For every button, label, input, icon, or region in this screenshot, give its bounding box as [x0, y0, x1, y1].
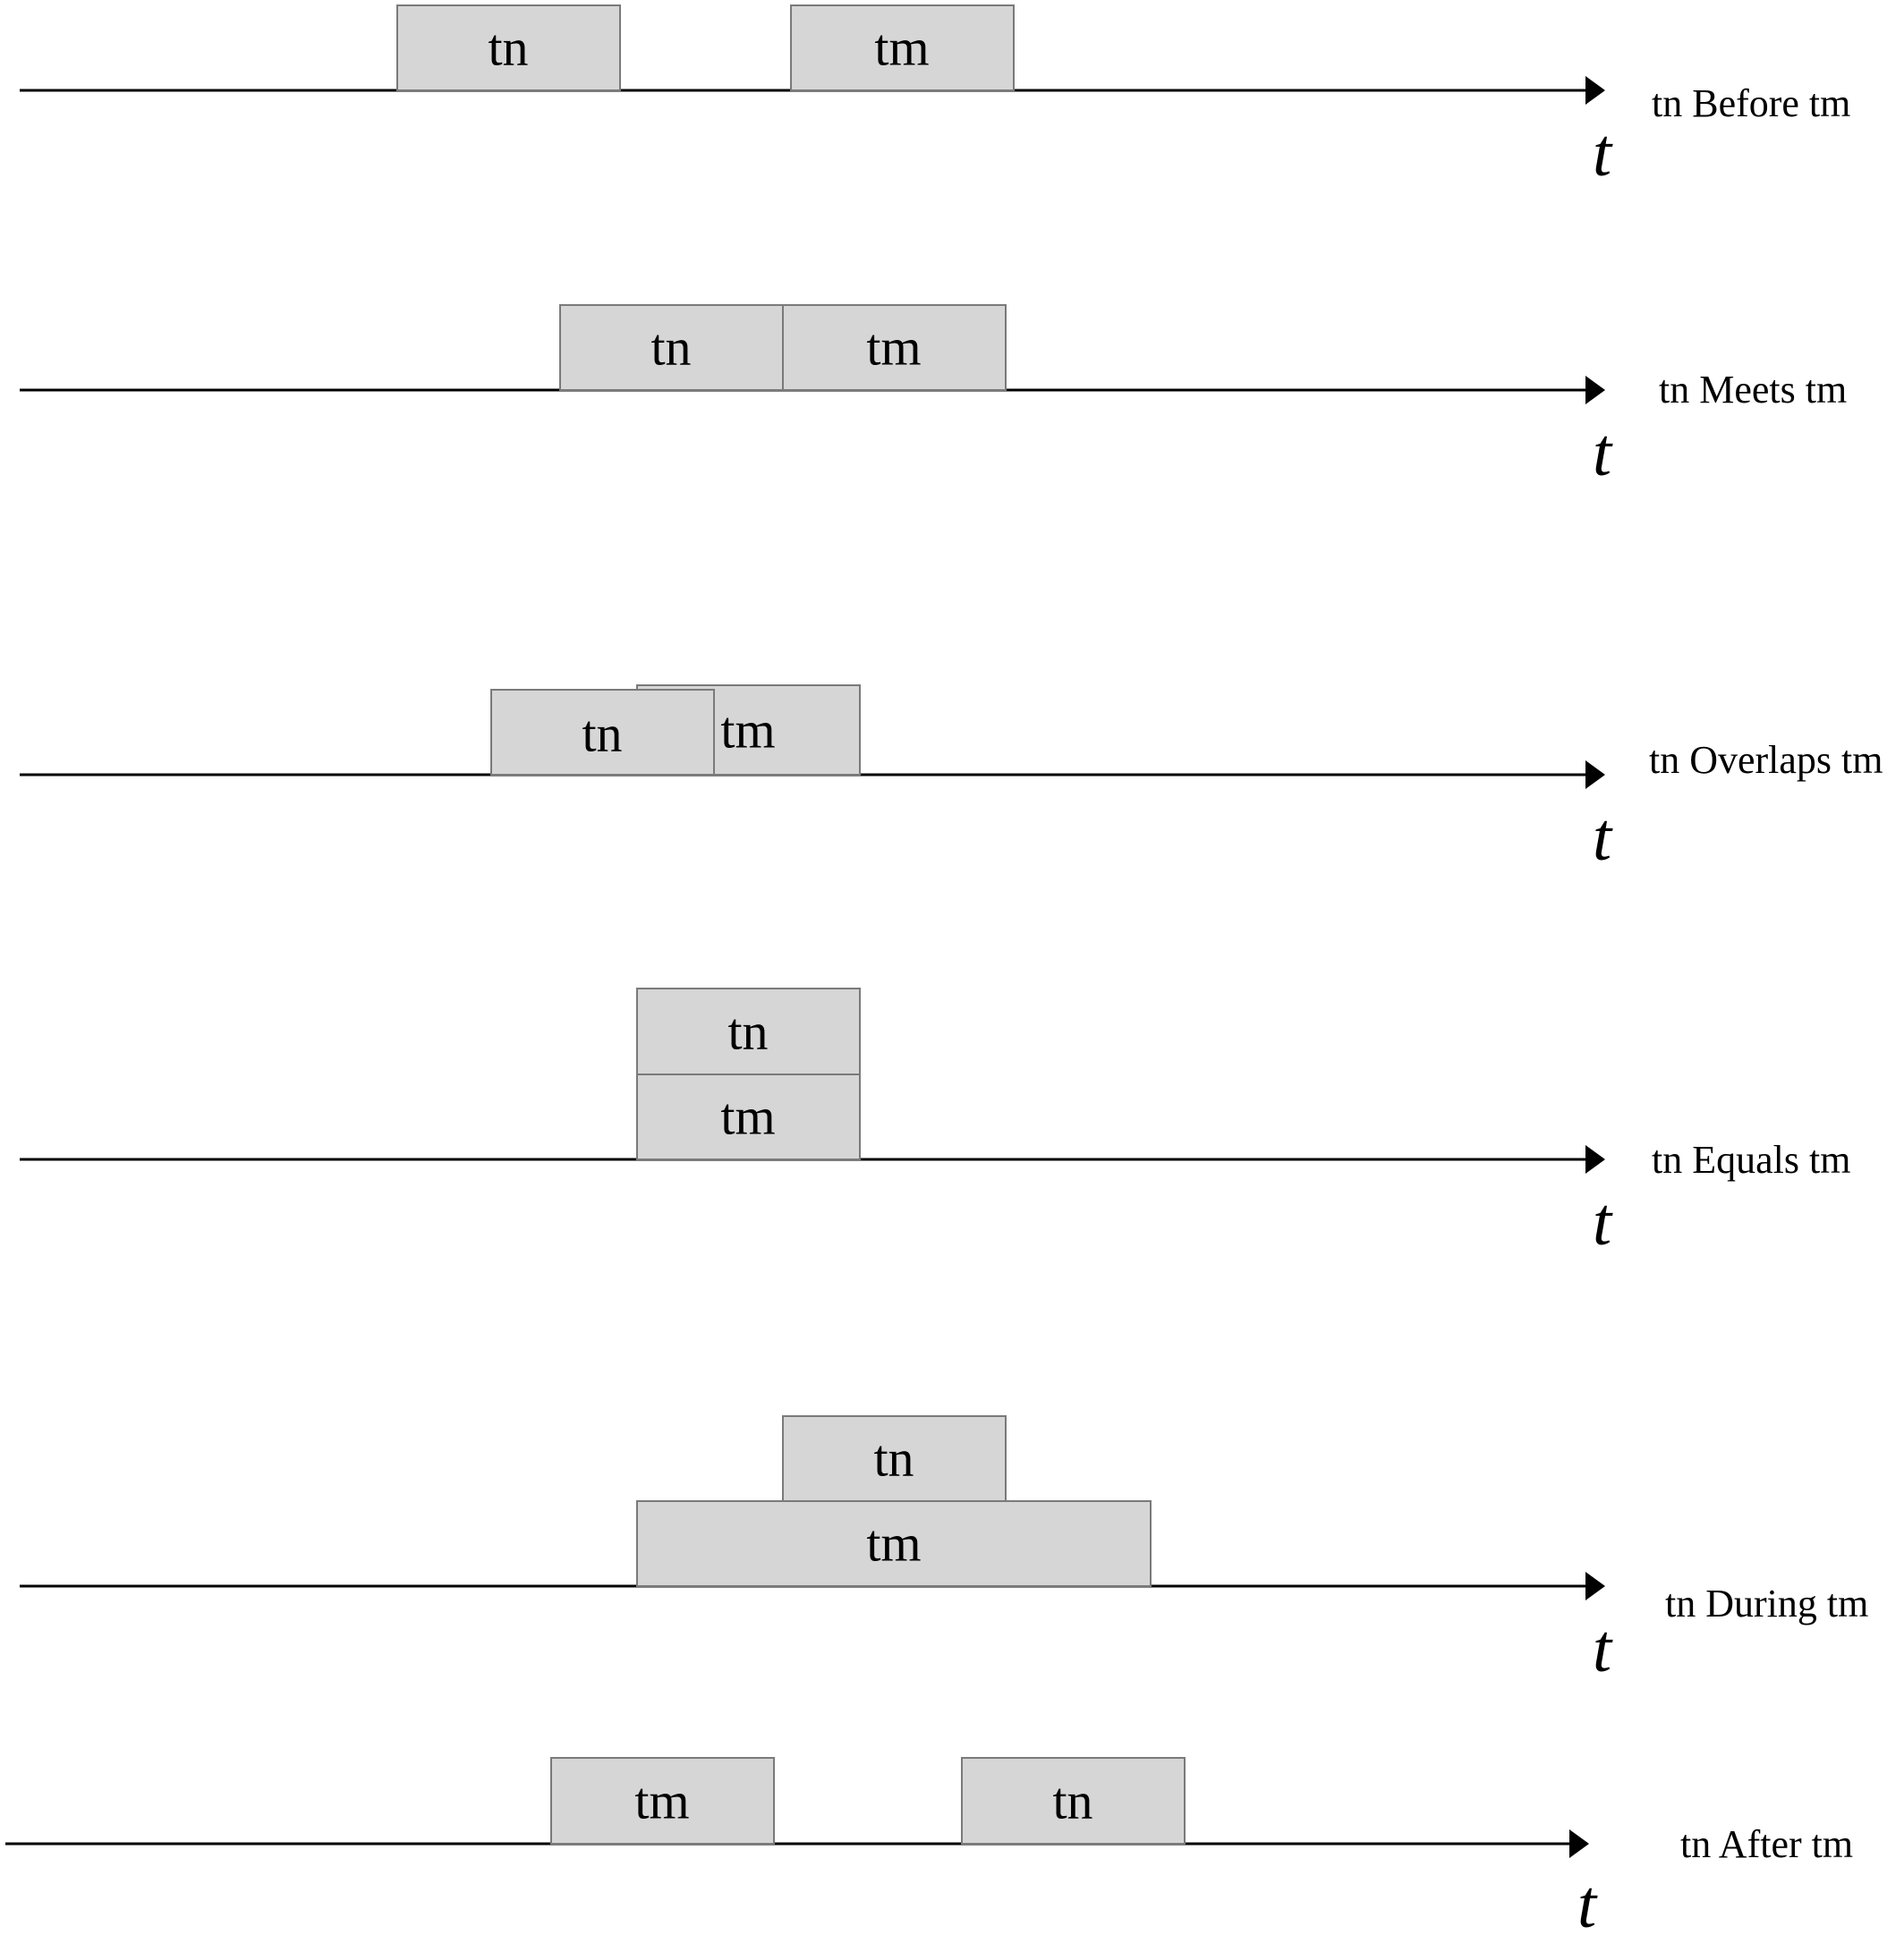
axis-arrowhead: [1585, 76, 1605, 105]
interval-label: tn: [650, 318, 691, 377]
time-axis-label: t: [1593, 115, 1613, 191]
row-during: tn tm t tn During tm: [20, 1415, 1868, 1686]
interval-box-tn: [782, 1415, 1007, 1502]
row-after: tm tn t tn After tm: [5, 1757, 1853, 1935]
relation-label: tn Overlaps tm: [1649, 738, 1883, 782]
relation-label: tn Equals tm: [1652, 1138, 1850, 1182]
interval-label: tn: [1052, 1772, 1092, 1830]
interval-label: tm: [720, 701, 775, 760]
interval-label: tn: [873, 1430, 914, 1488]
axis-arrowhead: [1585, 1145, 1605, 1174]
row-overlaps: tm tn t tn Overlaps tm: [20, 684, 1883, 875]
interval-label: tn: [582, 705, 622, 763]
interval-box-tm: [782, 304, 1007, 391]
interval-box-tn: [396, 4, 621, 91]
interval-box-tn: [559, 304, 784, 391]
row-equals: tn tm t tn Equals tm: [20, 988, 1850, 1260]
interval-label: tm: [720, 1088, 775, 1146]
relation-label: tn Before tm: [1652, 81, 1850, 125]
axis-arrowhead: [1585, 376, 1605, 404]
relation-label: tn After tm: [1680, 1822, 1853, 1866]
interval-box-tn: [490, 689, 715, 776]
time-axis-label: t: [1577, 1867, 1598, 1935]
row-meets: tn tm t tn Meets tm: [20, 304, 1847, 490]
interval-box-tm: [636, 1074, 861, 1160]
interval-label: tn: [488, 19, 528, 77]
interval-box-tn: [961, 1757, 1186, 1845]
interval-box-tm: [636, 1500, 1152, 1587]
interval-label: tm: [866, 1515, 921, 1573]
relation-label: tn Meets tm: [1659, 368, 1847, 412]
interval-label: tm: [634, 1772, 689, 1830]
interval-box-tn: [636, 988, 861, 1075]
axis-arrowhead: [1585, 1572, 1605, 1600]
time-axis-label: t: [1593, 1611, 1613, 1686]
time-axis-label: t: [1593, 1184, 1613, 1260]
interval-box-tm: [790, 4, 1015, 91]
interval-label: tn: [727, 1003, 768, 1061]
interval-label: tm: [874, 19, 929, 77]
interval-box-tm: [550, 1757, 775, 1845]
axis-arrowhead: [1569, 1829, 1589, 1858]
row-before: tn tm t tn Before tm: [20, 4, 1850, 191]
interval-label: tm: [866, 318, 921, 377]
axis-arrowhead: [1585, 760, 1605, 789]
time-axis-label: t: [1593, 415, 1613, 490]
time-axis-label: t: [1593, 800, 1613, 875]
relation-label: tn During tm: [1665, 1582, 1868, 1625]
